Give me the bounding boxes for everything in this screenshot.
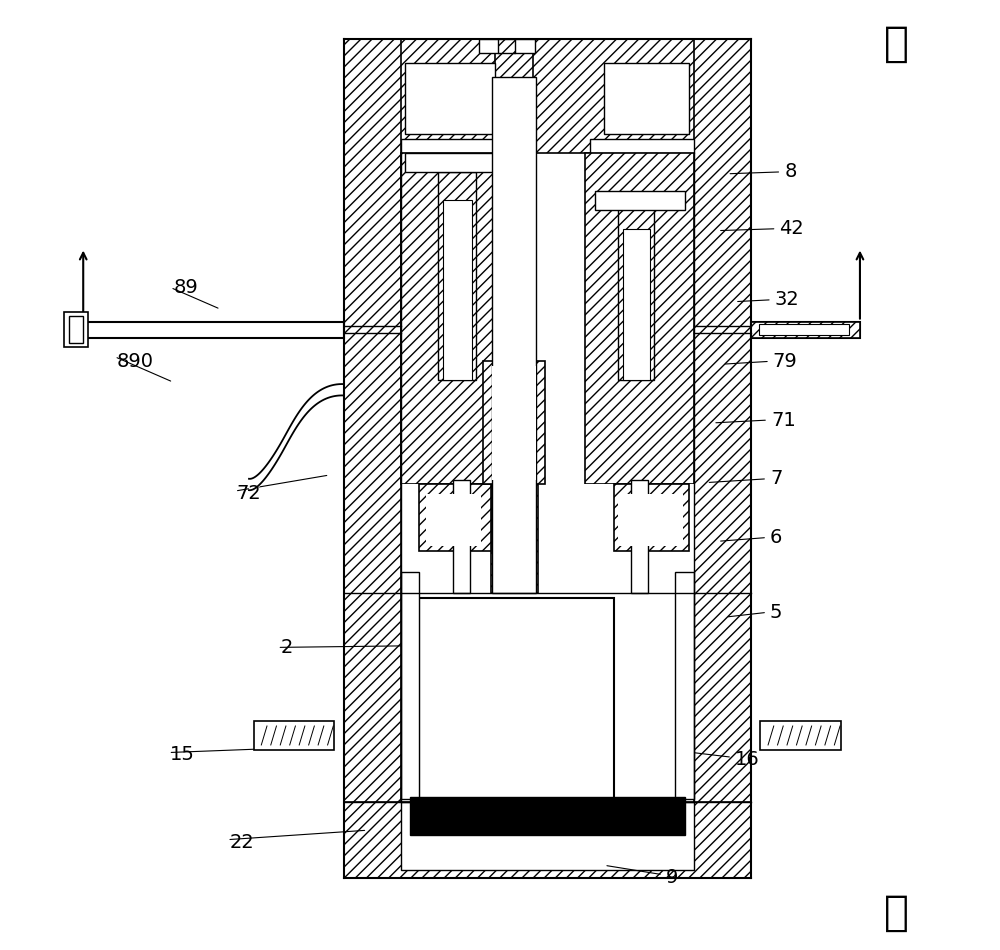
Text: 后: 后: [884, 23, 909, 65]
Bar: [483, 361, 545, 484]
Bar: [618, 494, 683, 546]
Bar: [492, 366, 536, 480]
Bar: [514, 39, 535, 53]
Bar: [254, 721, 334, 750]
Bar: [495, 39, 533, 158]
Bar: [751, 321, 860, 337]
Bar: [426, 494, 481, 546]
Bar: [760, 721, 841, 750]
Bar: [405, 63, 495, 134]
Text: 8: 8: [784, 162, 797, 181]
Bar: [595, 191, 685, 210]
Bar: [401, 153, 509, 484]
Bar: [631, 480, 648, 594]
Text: 9: 9: [666, 868, 678, 887]
Bar: [675, 572, 694, 799]
Bar: [479, 39, 500, 53]
Text: 79: 79: [773, 352, 798, 370]
Text: 71: 71: [771, 410, 796, 429]
Bar: [759, 324, 849, 334]
Text: 42: 42: [779, 219, 804, 238]
Text: 72: 72: [237, 484, 261, 504]
Bar: [443, 200, 472, 380]
Bar: [401, 139, 509, 153]
Bar: [401, 802, 694, 870]
Text: 22: 22: [230, 833, 255, 852]
Bar: [344, 39, 751, 153]
Bar: [614, 484, 689, 551]
Bar: [410, 797, 685, 835]
Bar: [401, 484, 694, 594]
Bar: [74, 321, 344, 337]
Bar: [694, 39, 751, 878]
Text: 89: 89: [173, 278, 198, 297]
Bar: [438, 172, 476, 380]
Bar: [401, 572, 419, 799]
Text: 前: 前: [884, 892, 909, 934]
Bar: [585, 153, 694, 484]
Text: 16: 16: [735, 750, 760, 769]
Bar: [491, 466, 538, 594]
Bar: [419, 484, 491, 551]
Bar: [64, 313, 88, 347]
Bar: [453, 480, 470, 594]
Text: 5: 5: [770, 603, 782, 622]
Text: 7: 7: [770, 469, 782, 488]
Bar: [498, 39, 515, 53]
Bar: [618, 205, 654, 380]
Bar: [495, 470, 533, 589]
Text: 6: 6: [770, 528, 782, 547]
Bar: [69, 315, 83, 343]
Bar: [344, 802, 751, 878]
Text: 2: 2: [280, 637, 293, 656]
Bar: [492, 77, 536, 594]
Text: 890: 890: [116, 352, 153, 370]
Bar: [590, 139, 694, 153]
Bar: [604, 63, 689, 134]
Text: 32: 32: [775, 291, 799, 310]
Bar: [419, 598, 614, 799]
Text: 15: 15: [170, 745, 195, 764]
Bar: [751, 321, 860, 337]
Bar: [344, 39, 401, 878]
Bar: [623, 229, 650, 380]
Bar: [405, 153, 500, 172]
